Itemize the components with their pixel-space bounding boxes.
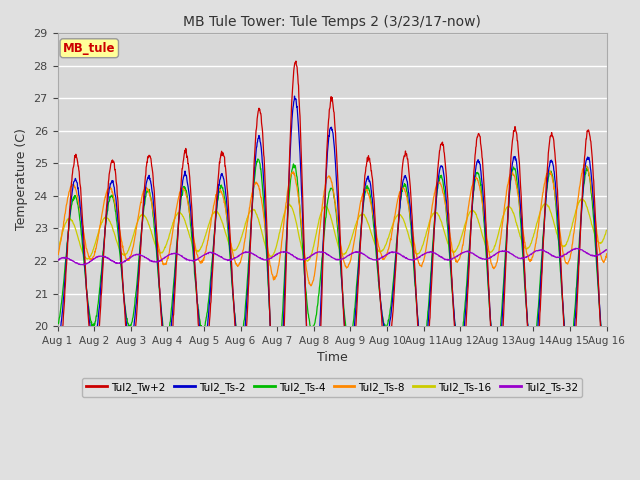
Text: MB_tule: MB_tule (63, 42, 115, 55)
Legend: Tul2_Tw+2, Tul2_Ts-2, Tul2_Ts-4, Tul2_Ts-8, Tul2_Ts-16, Tul2_Ts-32: Tul2_Tw+2, Tul2_Ts-2, Tul2_Ts-4, Tul2_Ts… (82, 378, 582, 397)
Title: MB Tule Tower: Tule Temps 2 (3/23/17-now): MB Tule Tower: Tule Temps 2 (3/23/17-now… (183, 15, 481, 29)
Y-axis label: Temperature (C): Temperature (C) (15, 129, 28, 230)
X-axis label: Time: Time (317, 351, 348, 364)
